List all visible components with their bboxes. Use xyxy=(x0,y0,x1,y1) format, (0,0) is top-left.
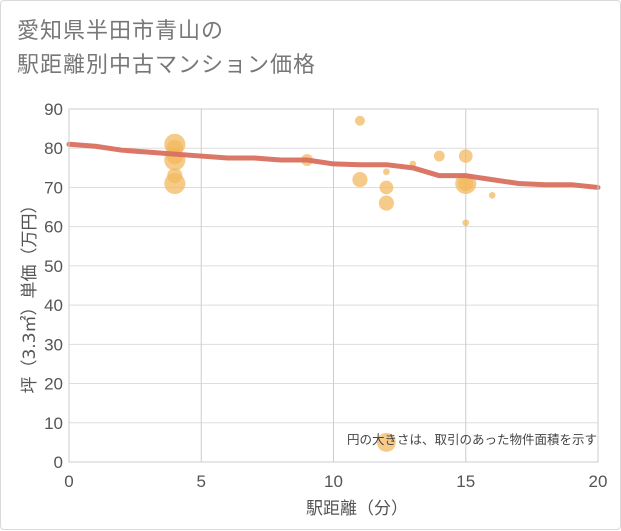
bubble-point xyxy=(488,191,496,199)
bubble-point xyxy=(378,195,395,211)
y-tick-label: 90 xyxy=(44,100,63,119)
bubble-point xyxy=(354,115,365,126)
bubble-point xyxy=(462,219,470,227)
bubble-point xyxy=(167,168,183,184)
y-tick-label: 70 xyxy=(44,178,63,197)
y-axis-label: 坪（3.3㎡）単価（万円） xyxy=(20,196,40,393)
axes: 0 10 20 30 40 50 60 70 80 90 0 5 10 15 20 xyxy=(44,100,607,491)
x-tick-label: 15 xyxy=(456,472,475,491)
y-tick-label: 20 xyxy=(44,375,63,394)
chart-title: 愛知県半田市青山の 駅距離別中古マンション価格 xyxy=(17,19,317,78)
bubble-point xyxy=(458,149,473,163)
bubble-point xyxy=(352,171,368,188)
x-tick-label: 5 xyxy=(197,472,206,491)
bubble-point xyxy=(458,175,474,192)
x-tick-label: 20 xyxy=(589,472,608,491)
x-axis-label: 駅距離（分） xyxy=(306,499,408,519)
y-tick-label: 60 xyxy=(44,218,63,237)
bubble-point xyxy=(383,168,390,176)
bubble-layer xyxy=(164,115,496,452)
y-tick-label: 40 xyxy=(44,296,63,315)
size-note: 円の大きさは、取引のあった物件面積を示す xyxy=(347,432,597,447)
x-tick-label: 10 xyxy=(324,472,343,491)
y-tick-label: 10 xyxy=(44,414,63,433)
bubble-point xyxy=(433,150,445,162)
bubble-point xyxy=(379,180,394,195)
trend-layer xyxy=(66,141,601,190)
y-tick-label: 50 xyxy=(44,257,63,276)
y-tick-label: 30 xyxy=(44,335,63,354)
trend-line xyxy=(66,141,601,190)
x-tick-label: 0 xyxy=(64,472,73,491)
bubble-point xyxy=(376,432,396,452)
y-tick-label: 0 xyxy=(54,453,63,472)
plot-frame xyxy=(68,108,599,463)
y-tick-label: 80 xyxy=(44,139,63,158)
